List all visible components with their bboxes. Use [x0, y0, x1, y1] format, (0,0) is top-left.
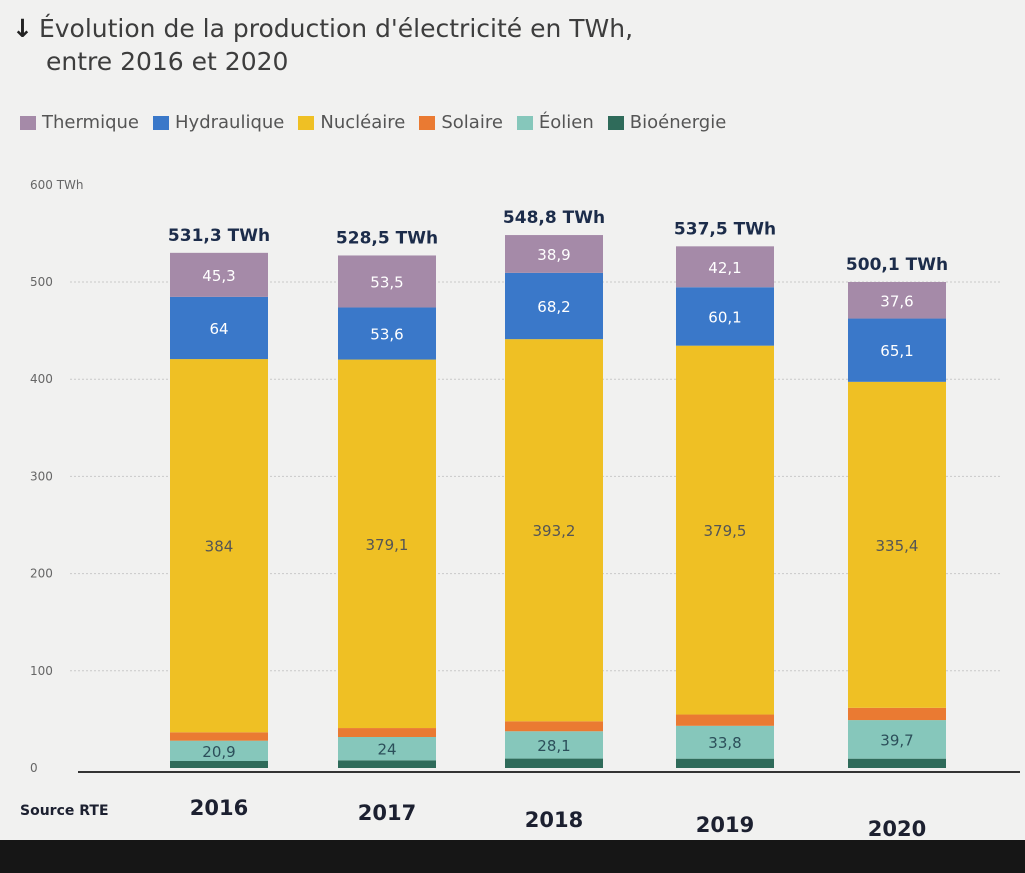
bar-segment-hydraulique: [338, 307, 436, 360]
segment-value-label: 28,1: [537, 737, 570, 755]
legend-item-thermique: Thermique: [20, 112, 139, 133]
arrow-down-icon: ↓: [12, 14, 33, 43]
bar-segment-hydraulique: [170, 296, 268, 360]
legend-item-bioenergie: Bioénergie: [607, 112, 727, 133]
bar-total-label: 548,8 TWh: [503, 208, 605, 228]
legend-item-solaire: Solaire: [419, 112, 503, 133]
bar-segment-thermique: [338, 255, 436, 308]
legend-label-thermique: Thermique: [42, 112, 140, 133]
bar-segment-nucleaire: [170, 359, 268, 733]
y-tick-label: 100: [30, 664, 53, 678]
legend-swatch-solaire: [419, 115, 436, 130]
legend-item-eolien: Éolien: [516, 112, 594, 133]
bar-total-label: 537,5 TWh: [674, 219, 776, 239]
chart-title: ↓ Évolution de la production d'électricit…: [12, 12, 633, 78]
segment-value-label: 24: [377, 741, 396, 759]
bar-segment-bioenergie: [676, 758, 774, 768]
legend-label-nucleaire: Nucléaire: [320, 112, 406, 133]
segment-value-label: 42,1: [708, 259, 741, 277]
segment-value-label: 20,9: [202, 743, 235, 761]
x-category-label: 2016: [190, 796, 248, 820]
source-label: Source RTE: [20, 803, 109, 819]
bar-segment-hydraulique: [505, 272, 603, 340]
segment-value-label: 335,4: [876, 537, 919, 555]
segment-value-label: 60,1: [708, 308, 741, 326]
legend-swatch-nucleaire: [298, 115, 315, 130]
bar-segment-bioenergie: [338, 760, 436, 768]
segment-value-label: 379,1: [366, 536, 409, 554]
x-category-label: 2020: [868, 817, 926, 840]
legend-label-solaire: Solaire: [441, 112, 503, 133]
segment-value-label: 53,5: [370, 273, 403, 291]
bar-segment-nucleaire: [505, 339, 603, 722]
bar-segment-nucleaire: [676, 345, 774, 715]
bar-segment-solaire: [170, 732, 268, 741]
y-tick-label: 500: [30, 275, 53, 289]
legend-label-eolien: Éolien: [538, 112, 594, 133]
bar-segment-thermique: [505, 235, 603, 273]
screen-bezel: [0, 840, 1025, 873]
legend-swatch-eolien: [516, 115, 533, 130]
bar-segment-eolien: [170, 740, 268, 762]
title-line-2: entre 2016 et 2020: [46, 47, 289, 76]
bar-total-label: 531,3 TWh: [168, 226, 270, 246]
bar-segment-bioenergie: [848, 758, 946, 768]
segment-value-label: 379,5: [704, 522, 747, 540]
segment-value-label: 65,1: [880, 342, 913, 360]
bar-segment-nucleaire: [848, 381, 946, 708]
segment-value-label: 53,6: [370, 326, 403, 344]
bar-segment-bioenergie: [170, 761, 268, 768]
legend-label-hydraulique: Hydraulique: [175, 112, 285, 133]
bar-segment-hydraulique: [676, 287, 774, 346]
x-category-label: 2017: [358, 801, 416, 825]
bar-segment-thermique: [676, 246, 774, 288]
bar-segment-thermique: [170, 252, 268, 297]
y-tick-label: 600 TWh: [30, 178, 84, 192]
bar-segment-bioenergie: [505, 758, 603, 768]
segment-value-label: 38,9: [537, 246, 570, 264]
bar-segment-hydraulique: [848, 318, 946, 382]
bar-segment-solaire: [848, 707, 946, 721]
bar-segment-eolien: [848, 720, 946, 759]
legend-item-nucleaire: Nucléaire: [298, 112, 405, 133]
segment-value-label: 64: [209, 320, 228, 338]
bar-total-label: 528,5 TWh: [336, 228, 438, 248]
stacked-bar-chart: 0 100 200 300 400 500 600 TWh 20,9 384 64 45,3 531,…: [20, 178, 1020, 840]
y-tick-label: 300: [30, 469, 53, 483]
segment-value-label: 45,3: [202, 267, 235, 285]
y-tick-label: 200: [30, 567, 53, 581]
segment-value-label: 393,2: [533, 522, 576, 540]
chart-frame: ↓ Évolution de la production d'électricit…: [0, 0, 1025, 840]
bar-segment-solaire: [505, 721, 603, 732]
legend-item-hydraulique: Hydraulique: [153, 112, 284, 133]
segment-value-label: 33,8: [708, 734, 741, 752]
legend-label-bioenergie: Bioénergie: [629, 112, 727, 133]
x-category-label: 2019: [696, 813, 754, 837]
bar-segment-solaire: [338, 728, 436, 737]
bar-segment-eolien: [505, 731, 603, 759]
bar-segment-eolien: [338, 736, 436, 761]
legend: Thermique Hydraulique Nucléaire Solaire Éoli…: [20, 112, 740, 133]
legend-swatch-thermique: [20, 115, 36, 130]
segment-value-label: 39,7: [880, 731, 913, 749]
bar-segment-eolien: [676, 725, 774, 759]
segment-value-label: 37,6: [880, 292, 913, 310]
segment-value-label: 68,2: [537, 298, 570, 316]
x-category-label: 2018: [525, 808, 583, 832]
y-tick-label: 0: [30, 761, 38, 775]
bar-segment-thermique: [848, 282, 946, 319]
bar-segment-solaire: [676, 714, 774, 726]
legend-swatch-bioenergie: [607, 115, 624, 130]
bar-segment-nucleaire: [338, 359, 436, 729]
title-line-1: Évolution de la production d'électricité…: [38, 14, 634, 43]
legend-swatch-hydraulique: [153, 115, 170, 130]
y-tick-label: 400: [30, 372, 53, 386]
bar-total-label: 500,1 TWh: [846, 255, 948, 275]
segment-value-label: 384: [205, 538, 234, 556]
